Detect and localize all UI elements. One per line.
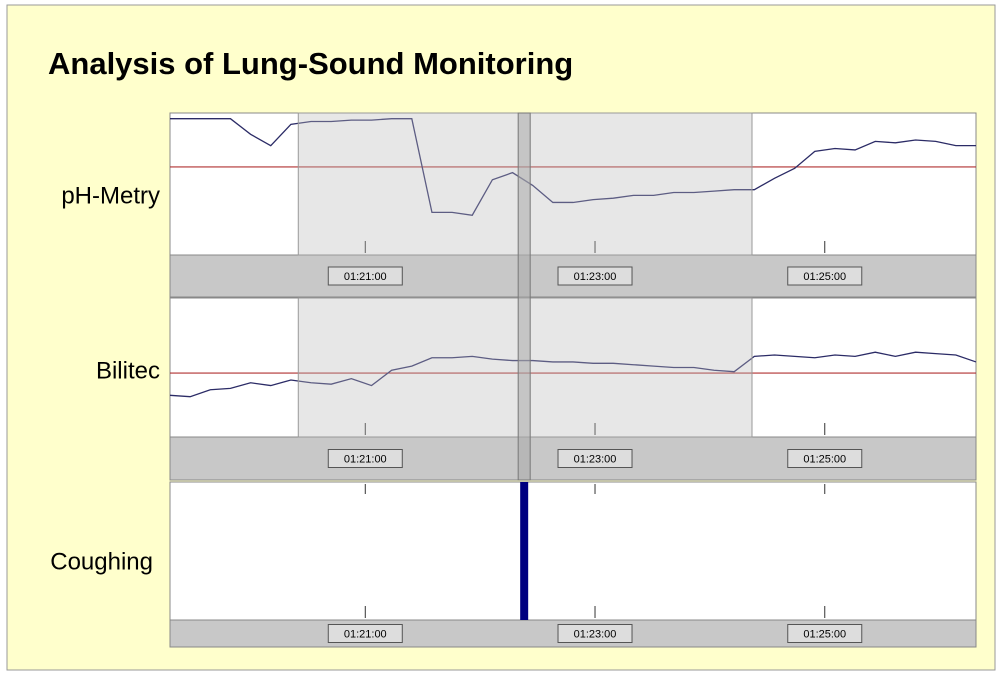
- time-label: 01:23:00: [574, 271, 617, 283]
- time-label: 01:25:00: [803, 271, 846, 283]
- plot-area: [169, 481, 977, 621]
- slide-title: Analysis of Lung-Sound Monitoring: [48, 46, 573, 81]
- panel-label: Coughing: [50, 548, 153, 575]
- plot-area: [169, 112, 977, 256]
- time-label: 01:21:00: [344, 271, 387, 283]
- time-label-box: [327, 266, 403, 286]
- time-label: 01:23:00: [574, 628, 617, 640]
- time-label: 01:25:00: [803, 628, 846, 640]
- time-label-box: [787, 266, 863, 286]
- time-label-box: [557, 449, 633, 468]
- time-label: 01:21:00: [344, 628, 387, 640]
- time-label-box: [787, 624, 863, 643]
- time-label: 01:25:00: [803, 453, 846, 465]
- trace: [170, 118, 976, 216]
- time-label-box: [557, 624, 633, 643]
- plot-area: [169, 297, 977, 438]
- time-label-box: [327, 449, 403, 468]
- panel-label: Bilitec: [96, 357, 160, 384]
- trace: [169, 351, 977, 398]
- event-bar: [520, 482, 529, 620]
- time-label-box: [557, 266, 633, 286]
- time-label: 01:21:00: [344, 453, 387, 465]
- time-label-box: [787, 449, 863, 468]
- panel-label: pH-Metry: [61, 182, 160, 209]
- time-label: 01:23:00: [574, 453, 617, 465]
- time-label-box: [327, 624, 403, 643]
- cursor: [517, 112, 531, 481]
